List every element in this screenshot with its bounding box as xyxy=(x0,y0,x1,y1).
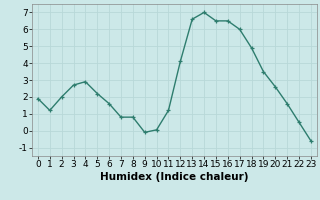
X-axis label: Humidex (Indice chaleur): Humidex (Indice chaleur) xyxy=(100,172,249,182)
